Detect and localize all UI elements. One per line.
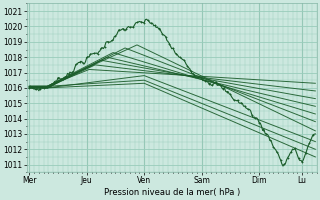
X-axis label: Pression niveau de la mer( hPa ): Pression niveau de la mer( hPa ) — [104, 188, 240, 197]
